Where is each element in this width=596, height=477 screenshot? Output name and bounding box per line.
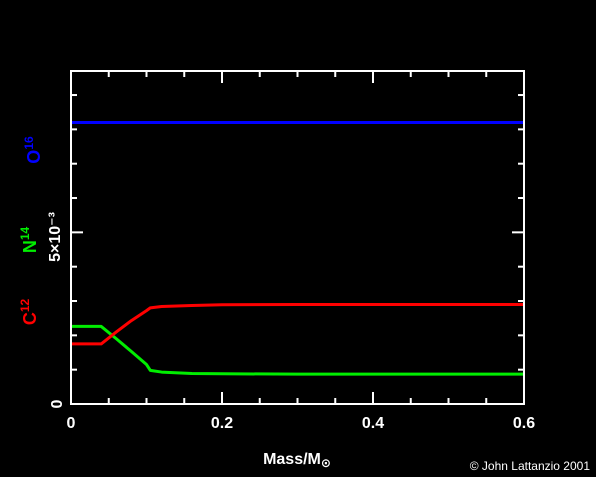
y-axis-scale-label: 5×10⁻³ — [47, 212, 64, 262]
x-axis-title-subscript: ⊙ — [321, 456, 331, 470]
y-tick-label: 0 — [49, 399, 66, 408]
x-tick-label: 0.2 — [211, 415, 233, 432]
legend-label-n14: N14 — [18, 227, 40, 254]
series-line-c12 — [71, 302, 524, 346]
x-tick-label: 0.6 — [513, 415, 535, 432]
x-axis-title: Mass/M⊙ — [263, 451, 331, 470]
legend-label-c12: C12 — [18, 299, 40, 326]
x-tick-label: 0 — [67, 415, 76, 432]
credit-text: © John Lattanzio 2001 — [470, 459, 591, 473]
x-tick-label: 0.4 — [362, 415, 384, 432]
legend-label-o16: O16 — [22, 136, 44, 164]
series-line-n14 — [71, 324, 524, 376]
